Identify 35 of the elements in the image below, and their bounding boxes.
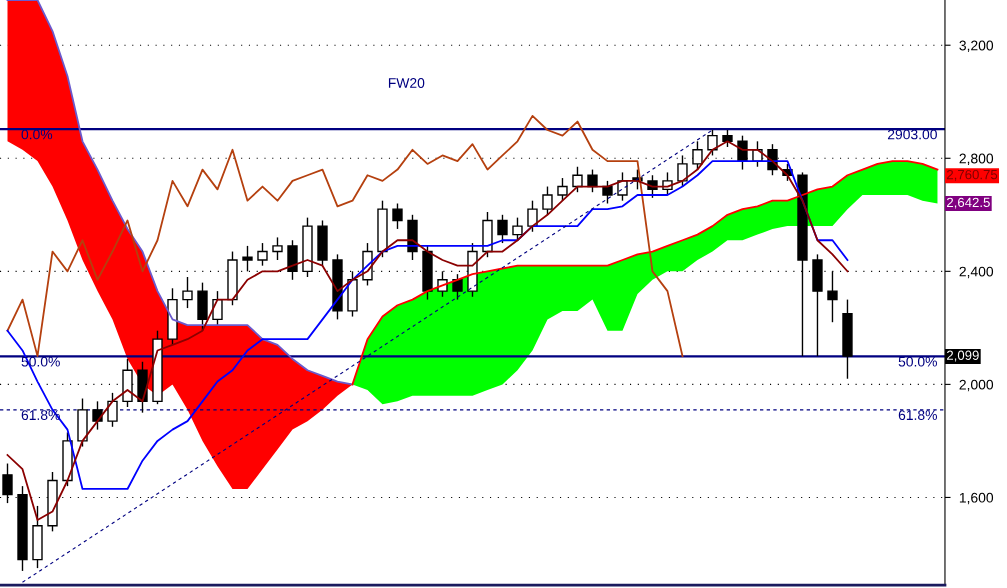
candlestick bbox=[542, 185, 553, 216]
candlestick bbox=[92, 400, 103, 431]
annotation: 0.0% bbox=[21, 129, 53, 140]
line-series bbox=[6, 0, 354, 386]
candlestick bbox=[587, 168, 598, 193]
text: 2,642.5 bbox=[947, 197, 990, 209]
ref-line-label: 2903.00 bbox=[887, 129, 937, 140]
candlestick bbox=[212, 290, 223, 326]
candlestick bbox=[692, 140, 703, 171]
ref-line-label: 2,099 bbox=[947, 350, 979, 362]
candlestick bbox=[527, 199, 538, 233]
candlestick bbox=[392, 202, 403, 230]
text: 2,760.75 bbox=[947, 169, 998, 181]
candlestick bbox=[107, 392, 118, 428]
y-tick-label: 3,200 bbox=[959, 40, 994, 53]
annotation: FW20 bbox=[388, 78, 425, 88]
candlestick bbox=[707, 129, 718, 157]
candlestick bbox=[257, 242, 268, 267]
candlestick bbox=[272, 236, 283, 261]
candlestick bbox=[557, 177, 568, 202]
candlestick bbox=[242, 245, 253, 273]
candlestick bbox=[452, 273, 463, 301]
y-tick-label: 2,800 bbox=[959, 153, 994, 166]
candlestick bbox=[512, 216, 523, 241]
candlestick bbox=[182, 276, 193, 309]
line-series bbox=[6, 114, 684, 358]
y-tick-label: 2,000 bbox=[959, 379, 994, 392]
candlestick bbox=[2, 462, 13, 504]
y-tick-label: 2,400 bbox=[959, 266, 994, 279]
annotation: 61.8% bbox=[898, 410, 937, 421]
candlestick bbox=[602, 180, 613, 205]
y-tick-label: 1,600 bbox=[959, 492, 994, 505]
candlestick bbox=[572, 166, 583, 193]
candlestick bbox=[497, 214, 508, 244]
annotation: 50.0% bbox=[898, 356, 937, 367]
